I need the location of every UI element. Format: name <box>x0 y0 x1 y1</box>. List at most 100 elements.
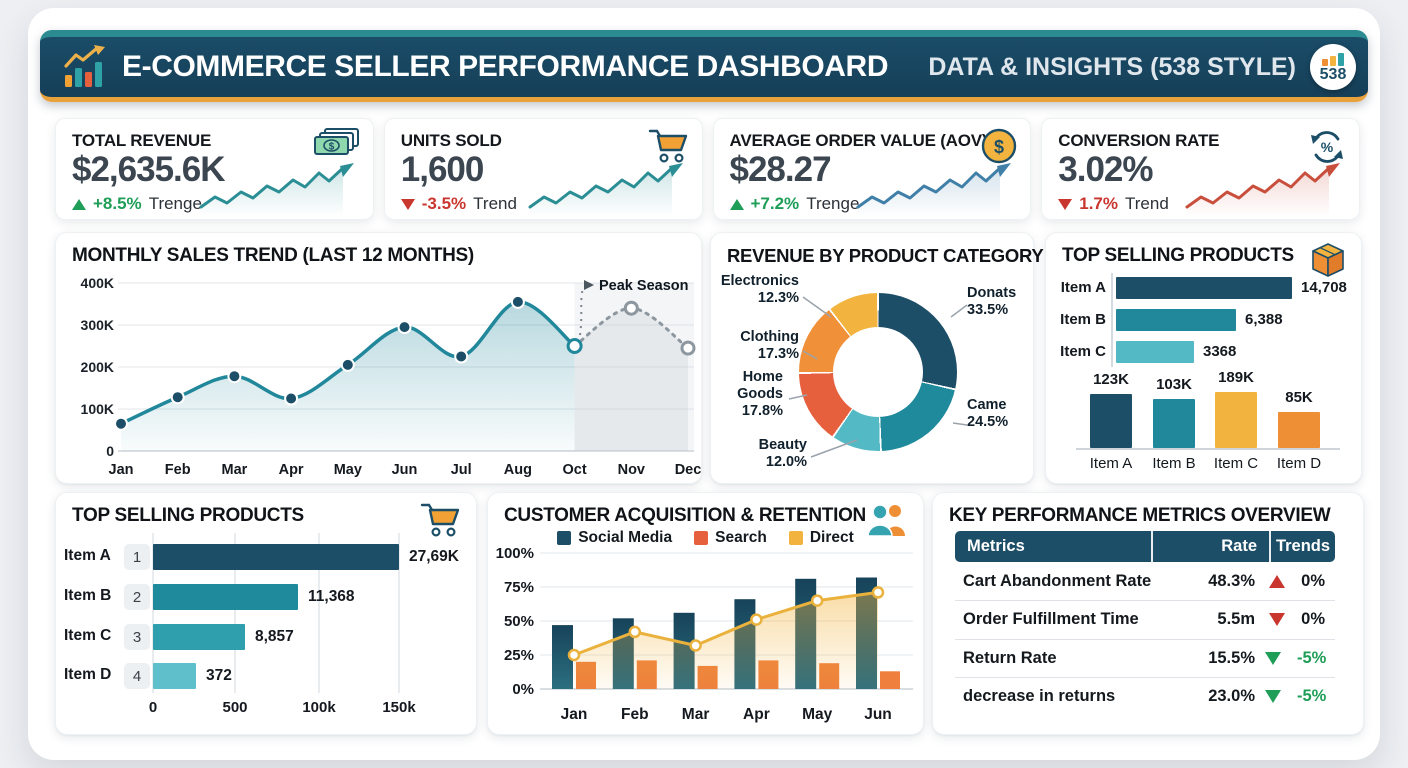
header-subtitle: DATA & INSIGHTS (538 STYLE) <box>928 52 1296 81</box>
revenue-category-donut-chart: Donats 33.5% Came 24.5% Beauty 12.0% Home Good… <box>711 233 1033 483</box>
svg-text:50%: 50% <box>504 613 534 630</box>
coin-icon: $ <box>980 127 1018 170</box>
donut-label-name: Home Goods <box>737 369 783 403</box>
kpi-delta: +7.2% <box>750 194 800 213</box>
trend-down-icon <box>1265 651 1281 665</box>
donut-label-pct: 12.0% <box>765 454 807 471</box>
svg-text:Jun: Jun <box>864 706 892 723</box>
trend-down-icon <box>400 198 415 210</box>
category-donut <box>799 293 957 451</box>
bar-category-label: Item B <box>1060 311 1106 328</box>
badge-number: 538 <box>1319 66 1347 83</box>
top-products-ranked-title: TOP SELLING PRODUCTS <box>72 505 304 526</box>
top-products-ranked-svg: 0 500 100k 150k <box>149 533 416 716</box>
panel-revenue-by-category: REVENUE BY PRODUCT CATEGORY Donats 33.5% C… <box>710 232 1044 484</box>
bar-item-a <box>153 544 399 570</box>
svg-text:400K: 400K <box>81 275 114 291</box>
svg-text:Aug: Aug <box>504 462 532 478</box>
row-divider <box>955 600 1335 601</box>
bar-value-label: 8,857 <box>255 628 294 645</box>
metric-rate: 48.3% <box>1208 571 1255 590</box>
svg-text:Feb: Feb <box>165 462 191 478</box>
legend-swatch <box>788 531 803 545</box>
svg-text:Oct: Oct <box>563 462 587 478</box>
kpi-title: UNITS SOLD <box>400 131 502 150</box>
donut-label-home-goods: Home Goods 17.8% <box>711 369 783 420</box>
kpi-row: TOTAL REVENUE $ $2,635.6K +8.5% Trenge UNITS … <box>55 118 1360 220</box>
donut-label-pct: 24.5% <box>967 414 1009 431</box>
donut-label-beauty: Beauty 12.0% <box>711 437 807 471</box>
customer-acquisition-chart: Social Media Search Direct 100% 75% 50% 25% 0% J… <box>488 493 923 734</box>
svg-text:%: % <box>1321 139 1334 155</box>
legend-item-search: Search <box>694 529 767 547</box>
panel-top-selling-products-ranked: TOP SELLING PRODUCTS 0 500 100k 150k Item A 1… <box>55 492 477 735</box>
legend-item-direct: Direct <box>788 529 854 547</box>
bar-value-label: 372 <box>206 667 232 684</box>
metric-name: Return Rate <box>963 648 1057 667</box>
sparkline-svg <box>528 163 683 217</box>
bar-category-label: Item C <box>1060 343 1106 360</box>
bar-value-label: 27,69K <box>409 548 459 565</box>
header: E-COMMERCE SELLER PERFORMANCE DASHBOARD … <box>40 30 1368 102</box>
legend-swatch <box>694 531 709 545</box>
table-row-return-rate: Return Rate 15.5% -5% <box>955 639 1335 677</box>
svg-text:100%: 100% <box>496 545 534 562</box>
column-header-trends: Trends <box>1275 537 1331 555</box>
kpi-trend-word: Trend <box>1125 194 1169 213</box>
svg-text:May: May <box>802 706 833 723</box>
column-category-label: Item D <box>1276 455 1322 472</box>
svg-text:Nov: Nov <box>618 462 645 478</box>
metric-name: Cart Abandonment Rate <box>963 571 1152 590</box>
column-category-label: Item B <box>1152 455 1196 472</box>
bar-value-label: 11,368 <box>308 588 355 605</box>
column-item-c <box>1215 392 1257 448</box>
badge-bars-icon <box>1322 53 1344 66</box>
svg-text:0%: 0% <box>512 681 534 698</box>
kpi-sparkline <box>1183 161 1343 219</box>
rank-badge: 4 <box>124 663 150 689</box>
top-products-units-svg <box>1076 273 1340 450</box>
column-category-label: Item C <box>1213 455 1259 472</box>
donut-label-name: Electronics <box>720 273 799 289</box>
sparkline-svg <box>856 163 1012 217</box>
panel-customer-acquisition: CUSTOMER ACQUISITION & RETENTION Social … <box>487 492 924 735</box>
trend-down-icon <box>1269 613 1286 626</box>
svg-text:100K: 100K <box>81 401 114 417</box>
metric-trend: 0% <box>1265 572 1335 591</box>
kpi-delta: -3.5% <box>421 194 467 213</box>
svg-text:Mar: Mar <box>222 462 248 478</box>
kpi-delta-row: +7.2% Trenge <box>729 194 860 214</box>
kpi-trend-word: Trenge <box>148 194 202 213</box>
panel-top-selling-products-units: TOP SELLING PRODUCTS Item A 14,708 Item B 6… <box>1045 232 1362 484</box>
percent-cycle-icon: % <box>1307 127 1347 172</box>
kpi-value: 3.02% <box>1058 150 1153 189</box>
cart-icon <box>648 127 690 170</box>
trend-up-icon <box>1269 574 1286 588</box>
donut-label-donats: Donats 33.5% <box>967 285 1016 319</box>
kpi-sparkline <box>526 161 686 219</box>
kpi-trend-word: Trenge <box>806 194 860 213</box>
donut-hole <box>833 327 923 417</box>
kpi-value: $28.27 <box>729 150 832 189</box>
monthly-sales-chart: 400K 300K 200K 100K 0 Jan Feb Mar Apr May Jun Jul Au… <box>56 233 702 483</box>
kpi-card-conversion-rate: CONVERSION RATE% 3.02% 1.7% Trend <box>1041 118 1360 220</box>
header-divider <box>1269 531 1271 562</box>
column-category-label: Item A <box>1089 455 1133 472</box>
donut-label-electronics: Electronics 12.3% <box>711 273 799 307</box>
banknotes-icon: $ <box>313 127 361 168</box>
kpi-title: CONVERSION RATE <box>1058 131 1220 150</box>
svg-text:Apr: Apr <box>279 462 304 478</box>
table-row-order-fulfillment-time: Order Fulfillment Time 5.5m 0% <box>955 601 1335 639</box>
donut-label-pct: 17.3% <box>757 346 799 363</box>
legend-item-social-media: Social Media <box>557 529 672 547</box>
svg-text:Jan: Jan <box>561 706 588 723</box>
monthly-sales-title: MONTHLY SALES TREND (LAST 12 MONTHS) <box>72 245 474 266</box>
sparkline-svg <box>1185 163 1340 217</box>
donut-label-name: Beauty <box>758 437 807 453</box>
svg-text:150k: 150k <box>382 699 416 716</box>
table-row-cart-abandonment-rate: Cart Abandonment Rate 48.3% 0% <box>955 562 1335 600</box>
metric-rate: 23.0% <box>1208 687 1255 705</box>
monthly-sales-svg: 400K 300K 200K 100K 0 Jan Feb Mar Apr May Jun Jul Au… <box>81 275 702 478</box>
customer-acquisition-svg: 100% 75% 50% 25% 0% Jan Feb Mar Apr May Jun <box>496 545 913 723</box>
svg-text:Jul: Jul <box>451 462 472 478</box>
